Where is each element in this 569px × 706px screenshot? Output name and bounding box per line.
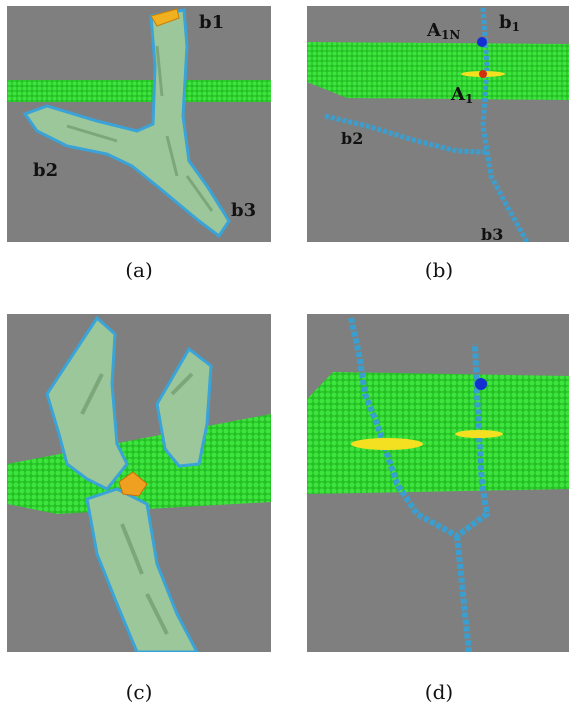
label-b3: b3 xyxy=(231,200,256,221)
intersection-right xyxy=(455,430,503,438)
point-a1n xyxy=(477,37,487,47)
label-b3: b3 xyxy=(481,225,503,242)
intersection-left xyxy=(351,438,423,450)
label-b1: b1 xyxy=(499,12,520,34)
caption-c: (c) xyxy=(125,680,153,704)
point-a1 xyxy=(479,70,487,78)
panel-c xyxy=(7,314,271,652)
panel-a-render: b1 b2 b3 xyxy=(7,6,271,242)
orange-cap xyxy=(150,8,180,27)
label-b2: b2 xyxy=(33,160,58,181)
panel-a: b1 b2 b3 xyxy=(7,6,271,242)
surface-shading xyxy=(80,372,194,635)
label-b1: b1 xyxy=(199,12,224,33)
panel-d-render xyxy=(307,314,569,652)
label-a1: A1 xyxy=(450,84,473,106)
panel-d xyxy=(307,314,569,652)
orange-intersection xyxy=(118,471,148,497)
green-plane xyxy=(307,42,569,100)
panel-b-render: A1N b1 A1 b2 b3 xyxy=(307,6,569,242)
panel-b: A1N b1 A1 b2 b3 xyxy=(307,6,569,242)
green-plane xyxy=(7,80,271,102)
panel-c-render xyxy=(7,314,271,652)
caption-d: (d) xyxy=(424,680,454,704)
green-plane xyxy=(307,372,569,494)
background xyxy=(307,6,569,242)
caption-b: (b) xyxy=(424,258,454,282)
label-b2: b2 xyxy=(341,129,363,148)
caption-a: (a) xyxy=(125,258,153,282)
marker-point xyxy=(475,378,487,390)
vessel-surface xyxy=(22,8,231,239)
surface-shading xyxy=(66,45,214,212)
vessel-lower-branch xyxy=(454,535,472,652)
vessel-b1-b3 xyxy=(480,7,530,242)
vessel-surface-right xyxy=(155,346,213,468)
vessel-b2 xyxy=(324,113,486,155)
label-a1n: A1N xyxy=(426,20,460,42)
